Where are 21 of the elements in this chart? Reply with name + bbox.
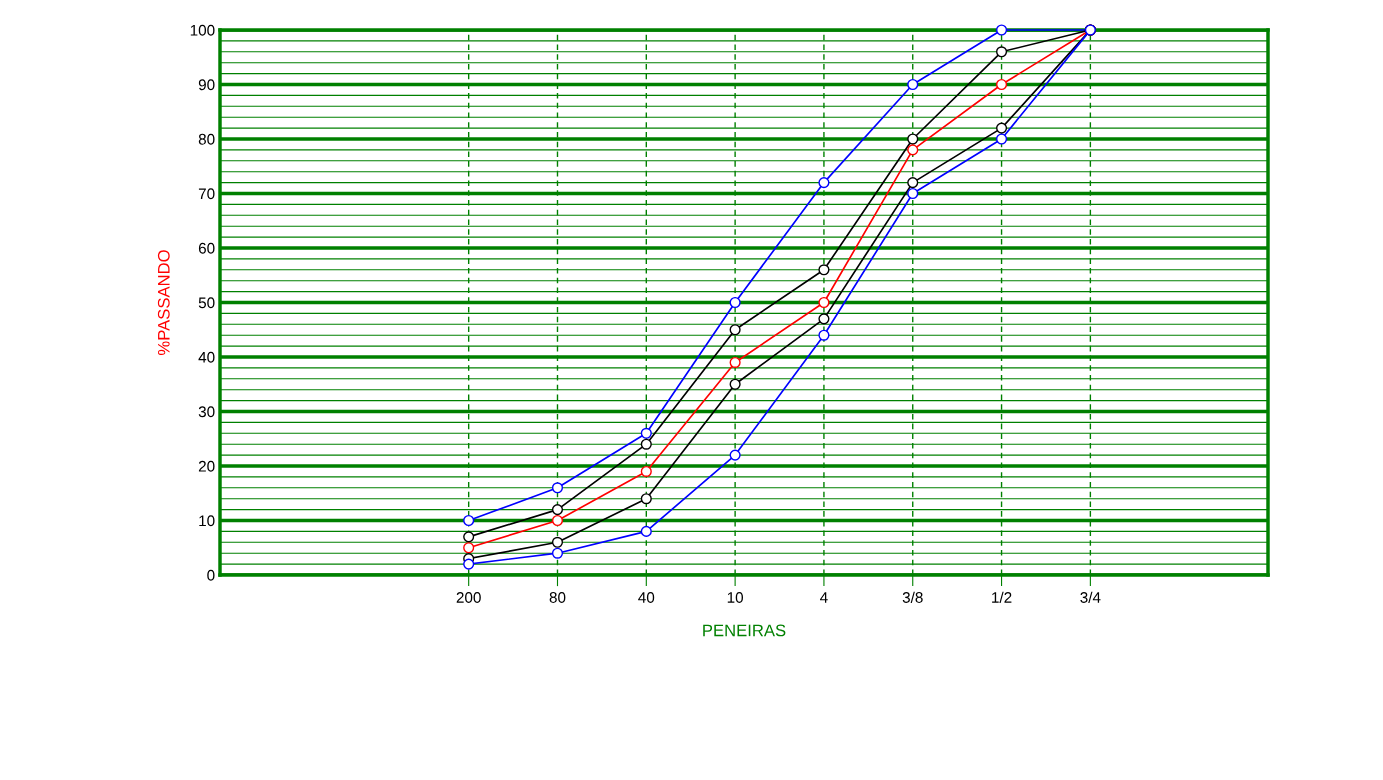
x-tick-label: 10 <box>727 592 744 603</box>
y-tick-label: 10 <box>199 515 215 527</box>
x-tick-label: 80 <box>549 592 566 603</box>
y-tick-label: 20 <box>198 460 215 472</box>
y-tick-label: 50 <box>198 297 215 309</box>
y-tick-label: 70 <box>198 188 215 200</box>
x-tick-label: 40 <box>638 592 655 603</box>
x-axis-title: PENEIRAS <box>703 624 786 637</box>
x-tick-label: 3/4 <box>1080 591 1101 603</box>
y-tick-label: 0 <box>207 569 215 581</box>
y-tick-label: 30 <box>198 406 215 418</box>
y-tick-label: 60 <box>198 242 215 254</box>
y-tick-label: 80 <box>198 133 215 145</box>
x-tick-label: 3/8 <box>902 591 923 603</box>
y-axis-title: %PASSANDO <box>157 250 170 356</box>
x-tick-label: 200 <box>456 592 481 603</box>
y-tick-label: 40 <box>198 351 215 363</box>
x-tick-label: 1/2 <box>992 591 1012 603</box>
y-tick-label: 100 <box>190 24 215 36</box>
y-tick-label: 90 <box>198 79 215 91</box>
x-tick-label: 4 <box>820 592 828 603</box>
